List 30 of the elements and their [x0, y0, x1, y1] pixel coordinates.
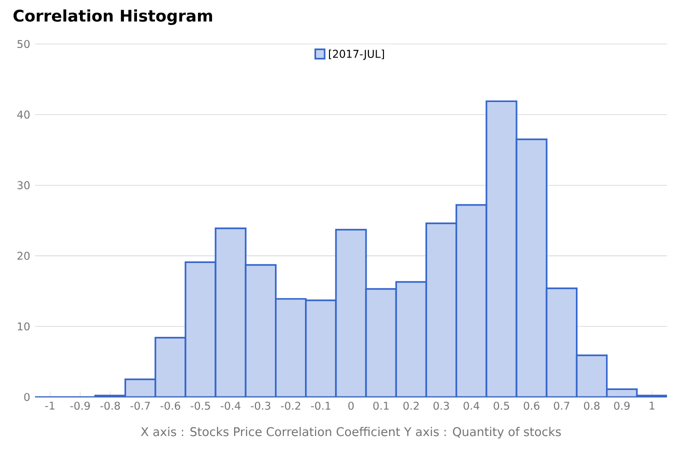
x-tick-label: -1 [45, 402, 54, 410]
y-tick-label: 0 [24, 392, 30, 402]
x-tick-label: 0.9 [614, 402, 630, 410]
legend-label: [2017-JUL] [328, 50, 384, 60]
x-tick-label: -0.7 [130, 402, 150, 410]
x-tick-label: -0.6 [160, 402, 180, 410]
x-tick-label: -0.2 [280, 402, 300, 410]
x-tick-label: 1 [650, 402, 654, 410]
y-tick-label: 40 [17, 110, 30, 119]
x-tick-label: -0.8 [100, 402, 120, 410]
x-tick-label: 0.5 [494, 402, 510, 410]
x-tick-label: 0.4 [464, 402, 480, 410]
x-tick-label: 0.3 [434, 402, 449, 410]
x-tick-label: 0.6 [524, 402, 540, 410]
x-tick-label: -0.3 [250, 402, 270, 410]
y-tick-label: 10 [18, 322, 30, 330]
x-tick-label: 0.8 [584, 402, 600, 410]
y-tick-label: 20 [17, 252, 30, 260]
x-tick-label: 0 [348, 402, 354, 410]
chart-title: Correlation Histogram [14, 9, 212, 25]
x-tick-label: -0.5 [190, 402, 210, 410]
y-tick-label: 50 [18, 40, 30, 48]
x-tick-label: 0.1 [373, 402, 389, 410]
x-tick-label: -0.9 [70, 402, 90, 410]
x-tick-label: 0.2 [403, 402, 419, 410]
x-axis-title: X axis : Stocks Price Correlation Coefficient Y axis : Quantity of stocks [140, 426, 561, 439]
x-tick-label: -0.1 [311, 402, 330, 410]
x-tick-label: 0.7 [554, 402, 570, 410]
x-tick-label: -0.4 [220, 402, 240, 410]
y-tick-label: 30 [18, 181, 30, 190]
